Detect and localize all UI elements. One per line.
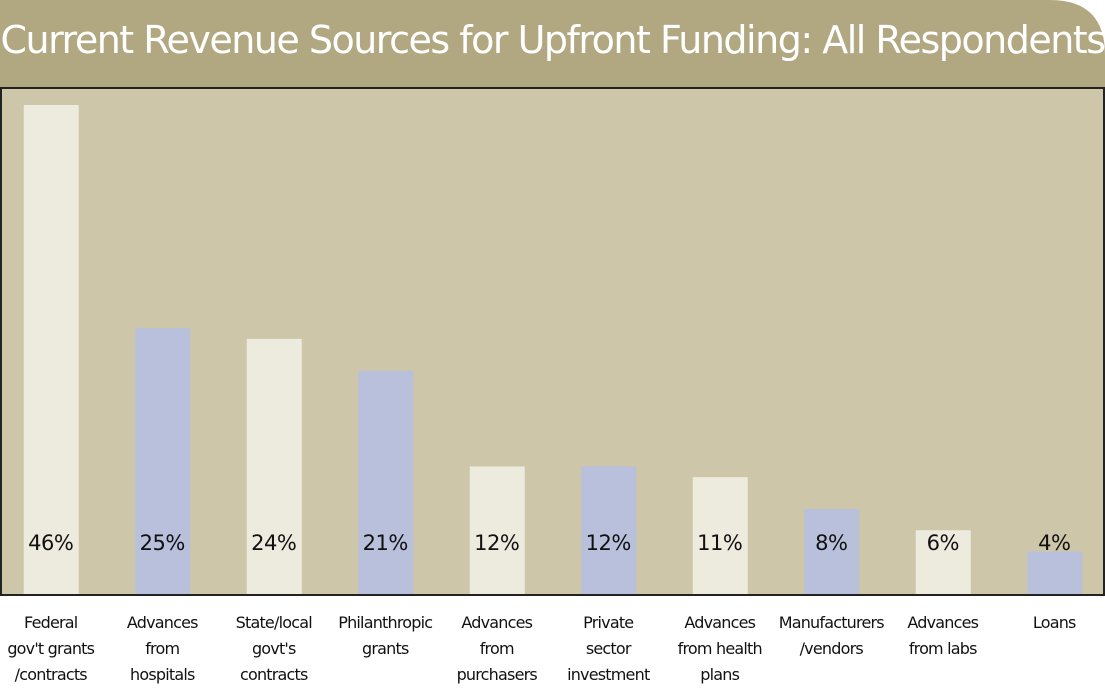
- value-label: 25%: [140, 531, 185, 555]
- x-tick-label: Advances from purchasers: [456, 613, 538, 684]
- value-label: 21%: [363, 531, 408, 555]
- value-label: 4%: [1038, 531, 1070, 555]
- x-tick-label: Advances from health plans: [677, 613, 763, 684]
- bar: [804, 508, 860, 594]
- x-tick-label: Philanthropic grants: [338, 613, 433, 658]
- x-tick-label: Federal gov't grants /contracts: [7, 613, 95, 684]
- value-label: 6%: [927, 531, 959, 555]
- title-banner: [0, 0, 1105, 88]
- x-tick-label: Loans: [1032, 613, 1077, 632]
- bar: [358, 370, 414, 594]
- value-label: 8%: [815, 531, 847, 555]
- x-tick-label: Private sector investment: [567, 613, 650, 684]
- value-label: 11%: [697, 531, 742, 555]
- x-tick-label: Manufacturers /vendors: [778, 613, 885, 658]
- bar: [246, 338, 302, 594]
- bar: [915, 530, 971, 594]
- bar: [135, 328, 191, 594]
- bar: [469, 466, 525, 594]
- value-label: 46%: [28, 531, 73, 555]
- bar: [692, 477, 748, 594]
- x-tick-label: State/local govt's contracts: [235, 613, 313, 684]
- value-label: 12%: [586, 531, 631, 555]
- value-label: 12%: [474, 531, 519, 555]
- chart-title: Current Revenue Sources for Upfront Fund…: [0, 18, 1105, 62]
- bar: [1027, 551, 1083, 594]
- x-tick-label: Advances from hospitals: [126, 613, 199, 684]
- bar: [23, 105, 79, 594]
- bar: [581, 466, 637, 594]
- x-tick-label: Advances from labs: [907, 613, 979, 658]
- value-label: 24%: [251, 531, 296, 555]
